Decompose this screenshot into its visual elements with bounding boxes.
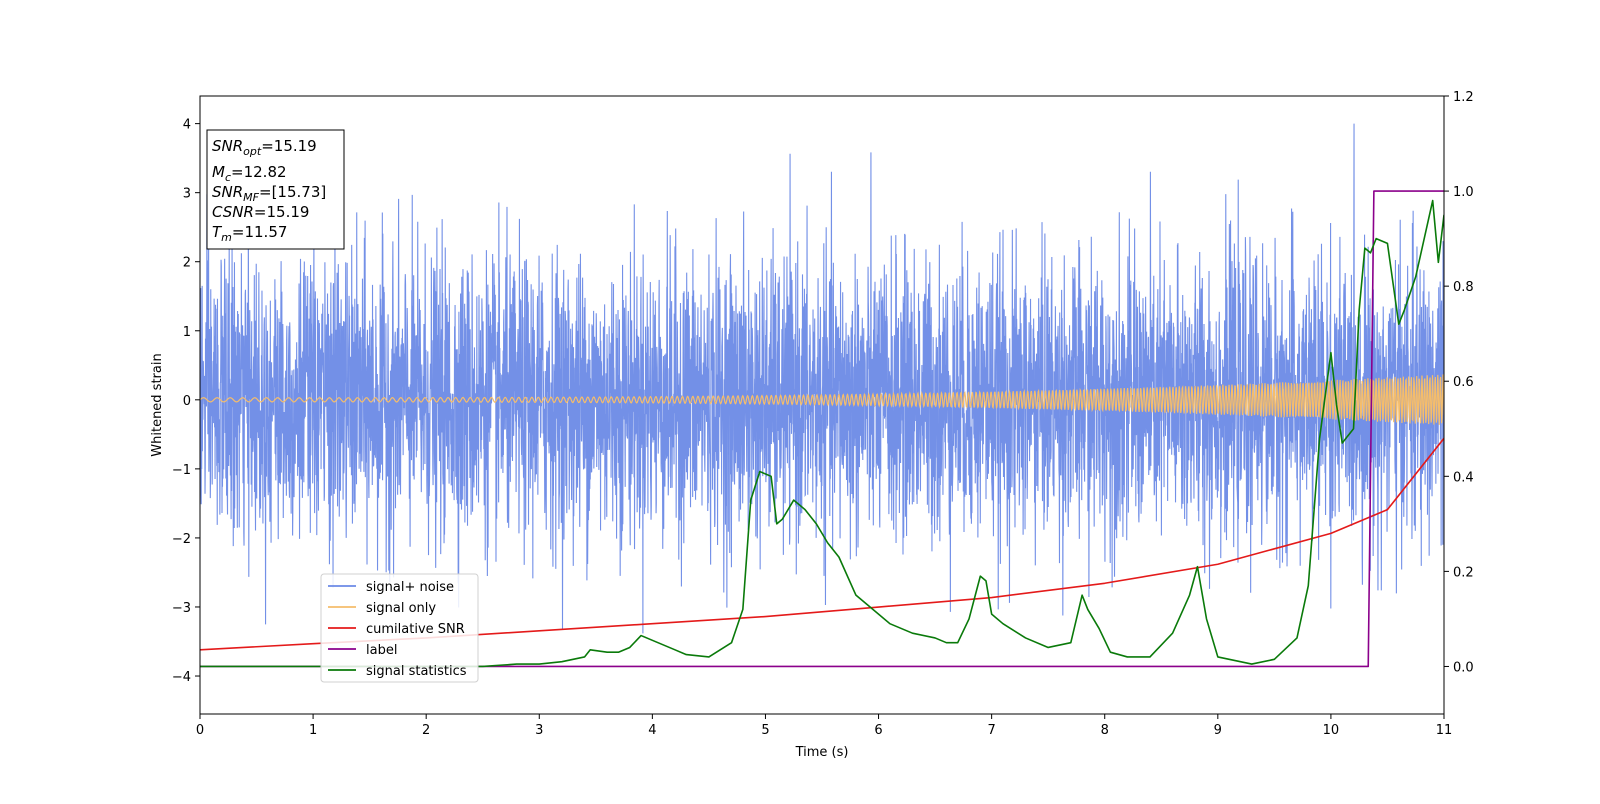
legend-label: signal only bbox=[366, 601, 436, 616]
legend-frame bbox=[320, 573, 479, 683]
y-right-tick-label: 0.2 bbox=[1453, 565, 1474, 580]
annotation-box: SNRopt=15.19 Mc=12.82SNRMF=[15.73]CSNR=15… bbox=[206, 129, 345, 250]
y-left-tick-label: 0 bbox=[183, 394, 191, 409]
x-axis: 0 1 2 3 4 5 6 7 8 9 10 11 bbox=[196, 714, 1452, 738]
legend-label: cumilative SNR bbox=[366, 622, 465, 637]
x-tick-label: 6 bbox=[874, 723, 882, 738]
x-axis-label: Time (s) bbox=[795, 745, 849, 760]
annotation-line: SNRopt=15.19 bbox=[212, 137, 317, 158]
x-tick-label: 10 bbox=[1323, 723, 1340, 738]
annotation-line: CSNR=15.19 bbox=[212, 203, 309, 221]
series-signal-statistics-line bbox=[200, 199, 1444, 668]
plot-frame bbox=[199, 95, 1445, 715]
annotation-frame bbox=[206, 129, 345, 250]
y-left-tick-label: 1 bbox=[183, 325, 191, 340]
x-tick-label: 8 bbox=[1101, 723, 1109, 738]
y-left-tick-label: −4 bbox=[172, 670, 191, 685]
annotation-line: Mc=12.82 bbox=[212, 163, 287, 184]
y-right-tick-label: 0.4 bbox=[1453, 470, 1474, 485]
x-tick-label: 7 bbox=[987, 723, 995, 738]
x-tick-label: 0 bbox=[196, 723, 204, 738]
x-tick-label: 4 bbox=[648, 723, 656, 738]
x-tick-label: 9 bbox=[1214, 723, 1222, 738]
x-tick-label: 3 bbox=[535, 723, 543, 738]
y-axis-label: Whitened strain bbox=[150, 353, 165, 456]
y-right-tick-label: 0.8 bbox=[1453, 280, 1474, 295]
y-right-tick-label: 1.2 bbox=[1453, 90, 1474, 105]
y-right-tick-label: 0.6 bbox=[1453, 375, 1474, 390]
series-signal-only-line bbox=[200, 374, 1444, 425]
series-signal-noise-line bbox=[200, 123, 1444, 634]
series-label-line bbox=[200, 190, 1444, 668]
legend: signal+ noise signal only cumilative SNR la… bbox=[320, 573, 479, 683]
x-tick-label: 1 bbox=[309, 723, 317, 738]
y-left-tick-label: 3 bbox=[183, 187, 191, 202]
y-axis-left: −4 −3 −2 −1 0 1 2 3 4 bbox=[172, 118, 200, 685]
y-left-tick-label: 2 bbox=[183, 256, 191, 271]
legend-label: signal+ noise bbox=[366, 580, 454, 595]
y-left-tick-label: −1 bbox=[172, 463, 191, 478]
y-right-tick-label: 1.0 bbox=[1453, 185, 1474, 200]
y-left-tick-label: −3 bbox=[172, 601, 191, 616]
annotation-line: Tm=11.57 bbox=[212, 223, 287, 244]
x-tick-label: 11 bbox=[1436, 723, 1453, 738]
y-right-tick-label: 0.0 bbox=[1453, 660, 1474, 675]
y-left-tick-label: 4 bbox=[183, 118, 191, 133]
x-tick-label: 5 bbox=[761, 723, 769, 738]
y-left-tick-label: −2 bbox=[172, 532, 191, 547]
legend-label: signal statistics bbox=[366, 664, 467, 679]
x-tick-label: 2 bbox=[422, 723, 430, 738]
y-axis-right: 0.0 0.2 0.4 0.6 0.8 1.0 1.2 bbox=[1444, 90, 1474, 675]
annotation-line: SNRMF=[15.73] bbox=[212, 183, 326, 204]
legend-label: label bbox=[366, 643, 397, 658]
